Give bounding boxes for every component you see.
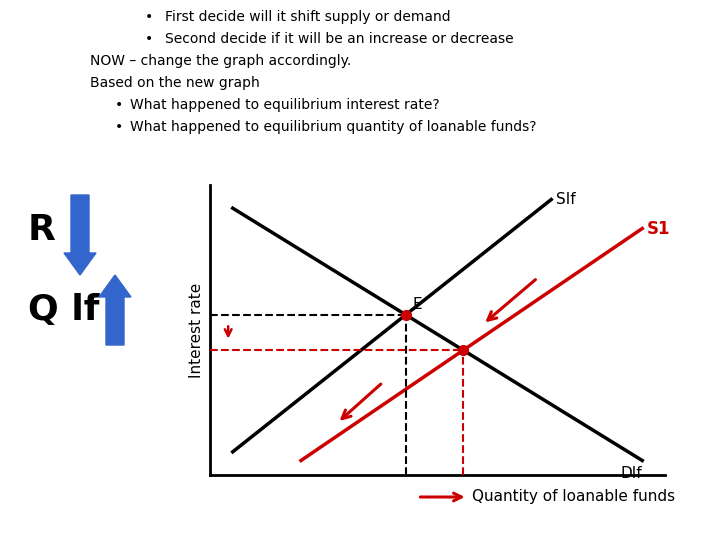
Text: S1: S1	[647, 219, 670, 238]
Y-axis label: Interest rate: Interest rate	[189, 282, 204, 377]
Text: First decide will it shift supply or demand: First decide will it shift supply or dem…	[165, 10, 451, 24]
Text: Based on the new graph: Based on the new graph	[90, 76, 260, 90]
FancyArrow shape	[99, 275, 131, 345]
Text: What happened to equilibrium quantity of loanable funds?: What happened to equilibrium quantity of…	[130, 120, 536, 134]
Text: Quantity of loanable funds: Quantity of loanable funds	[472, 489, 675, 504]
Text: NOW – change the graph accordingly.: NOW – change the graph accordingly.	[90, 54, 351, 68]
Text: •: •	[115, 120, 123, 134]
Text: •: •	[115, 98, 123, 112]
Text: E: E	[413, 297, 422, 312]
Text: Second decide if it will be an increase or decrease: Second decide if it will be an increase …	[165, 32, 513, 46]
Text: •: •	[145, 10, 153, 24]
Text: What happened to equilibrium interest rate?: What happened to equilibrium interest ra…	[130, 98, 440, 112]
Text: R: R	[28, 213, 56, 247]
Text: SIf: SIf	[556, 192, 575, 207]
Text: Q lf: Q lf	[28, 293, 99, 327]
FancyArrow shape	[64, 195, 96, 275]
Text: DIf: DIf	[621, 467, 642, 481]
Text: •: •	[145, 32, 153, 46]
